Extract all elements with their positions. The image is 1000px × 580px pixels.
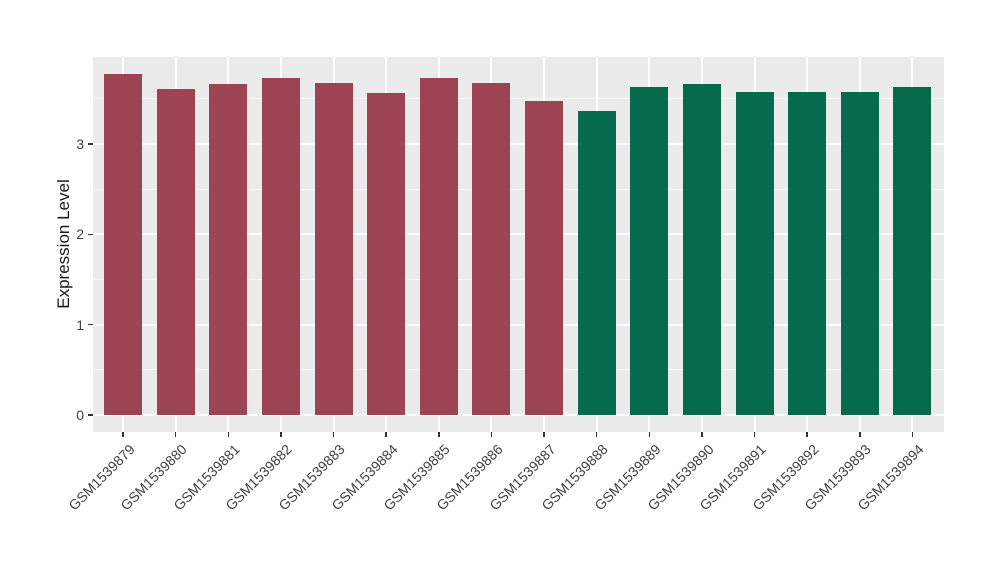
x-tick-mark-GSM1539883 (332, 432, 335, 437)
x-tick-mark-GSM1539880 (174, 432, 177, 437)
gridline-major-y-0 (93, 414, 944, 416)
y-tick-label-3: 3 (76, 136, 84, 152)
gridline-minor-y-2.5 (93, 188, 944, 190)
bar-GSM1539889 (630, 87, 669, 415)
bar-GSM1539882 (261, 78, 300, 415)
x-tick-mark-GSM1539893 (859, 432, 861, 437)
bar-GSM1539880 (156, 88, 195, 415)
gridline-major-y-1 (93, 323, 944, 326)
y-axis-title: Expression Level (54, 179, 73, 309)
x-tick-mark-GSM1539879 (122, 432, 124, 437)
bar-GSM1539886 (472, 82, 511, 415)
bar-GSM1539888 (577, 110, 616, 415)
x-tick-mark-GSM1539884 (385, 432, 387, 437)
gridline-minor-y-0.5 (93, 369, 944, 371)
gridline-major-y-2 (93, 233, 944, 236)
bar-GSM1539884 (367, 92, 406, 415)
gridline-minor-y-1.5 (93, 279, 944, 280)
bar-GSM1539890 (682, 84, 721, 415)
y-tick-label-0: 0 (76, 407, 84, 423)
gridline-major-y-3 (93, 143, 944, 145)
bar-GSM1539891 (735, 91, 774, 415)
x-tick-mark-GSM1539889 (648, 432, 651, 437)
bar-GSM1539894 (893, 87, 932, 415)
y-tick-mark-2 (88, 233, 93, 236)
x-tick-mark-GSM1539885 (438, 432, 440, 437)
x-tick-mark-GSM1539882 (280, 432, 282, 437)
x-tick-mark-GSM1539890 (701, 432, 703, 437)
bar-GSM1539879 (104, 73, 142, 415)
x-tick-mark-GSM1539887 (543, 432, 545, 437)
y-tick-label-1: 1 (76, 316, 84, 333)
x-tick-mark-GSM1539881 (227, 432, 229, 437)
y-tick-mark-1 (88, 323, 93, 326)
plot-panel (93, 57, 944, 432)
x-tick-mark-GSM1539888 (595, 432, 598, 437)
x-tick-mark-GSM1539886 (490, 432, 493, 437)
bar-GSM1539883 (314, 82, 353, 415)
gridline-minor-y-3.5 (93, 98, 944, 100)
bar-GSM1539881 (209, 84, 248, 415)
bar-GSM1539892 (788, 91, 827, 415)
y-tick-mark-0 (88, 414, 93, 416)
y-tick-mark-3 (88, 143, 93, 145)
bar-GSM1539885 (419, 78, 458, 415)
bar-GSM1539893 (840, 91, 879, 415)
y-tick-label-2: 2 (76, 226, 84, 243)
bar-GSM1539887 (525, 100, 564, 415)
x-tick-mark-GSM1539894 (911, 432, 914, 437)
x-tick-mark-GSM1539891 (753, 432, 756, 437)
x-tick-mark-GSM1539892 (806, 432, 808, 437)
